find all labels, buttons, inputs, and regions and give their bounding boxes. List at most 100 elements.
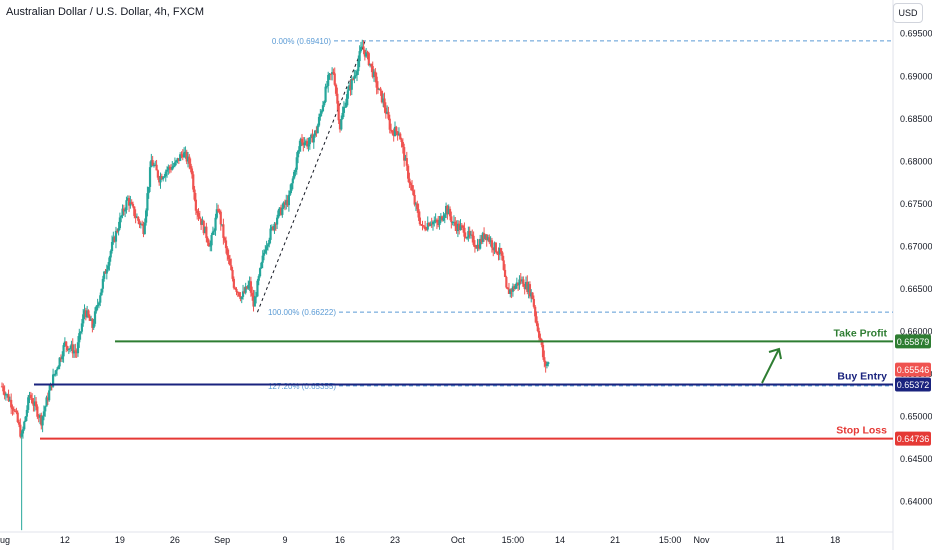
candle-body <box>304 141 308 143</box>
candle-body <box>450 216 453 223</box>
candle-body <box>126 198 129 201</box>
candle-body <box>290 183 293 191</box>
projection-arrow <box>761 348 780 384</box>
candle-body <box>281 207 284 215</box>
candle-body <box>59 357 63 360</box>
candle-body <box>430 223 433 225</box>
candle-body <box>316 125 319 134</box>
candle-body <box>104 271 107 274</box>
candle-body <box>173 162 177 166</box>
candle-body <box>323 101 326 106</box>
candle-body <box>463 227 466 237</box>
candle-body <box>135 217 139 219</box>
candle-body <box>55 369 59 371</box>
candle-body <box>481 233 484 243</box>
candle-body <box>131 203 135 207</box>
candle-body <box>531 292 534 299</box>
candle-body <box>220 224 224 226</box>
candle-body <box>268 239 271 245</box>
candle-body <box>69 348 72 350</box>
candle-body <box>345 98 348 107</box>
level-label: Take Profit <box>834 327 888 339</box>
candle-body <box>452 221 456 223</box>
candle-body <box>434 219 437 222</box>
candle-body <box>139 223 142 225</box>
candle-body <box>10 399 13 408</box>
level-price-tag-bg <box>895 431 931 446</box>
candle-body <box>387 111 390 119</box>
candle-body <box>201 220 204 225</box>
candle-body <box>340 119 343 130</box>
candle-body <box>118 217 121 229</box>
candle-body <box>266 244 270 247</box>
candle-body <box>348 85 351 91</box>
candle-body <box>28 394 31 398</box>
candle-body <box>114 230 118 242</box>
candle-body <box>8 399 11 401</box>
candle-body <box>3 391 6 396</box>
candle-body <box>177 158 180 161</box>
candle-body <box>467 231 470 238</box>
candle-body <box>181 154 184 158</box>
candle-body <box>382 98 385 103</box>
candle-body <box>42 411 46 417</box>
candle-body <box>15 410 18 413</box>
x-tick-label: 15:00 <box>502 535 525 545</box>
candle-body <box>217 209 220 211</box>
candle-body <box>256 280 259 297</box>
candle-body <box>523 286 526 290</box>
current-price-tag: 0.65546 <box>897 365 930 375</box>
candle-body <box>317 116 321 126</box>
level-label: Stop Loss <box>836 425 887 437</box>
candle-body <box>293 171 296 179</box>
candle-body <box>291 178 294 184</box>
currency-button[interactable]: USD <box>893 3 923 23</box>
candle-body <box>358 51 361 62</box>
candle-body <box>155 164 158 171</box>
candle-body <box>105 269 108 274</box>
candle-body <box>416 203 419 210</box>
candle-body <box>176 158 179 161</box>
candle-body <box>397 133 401 136</box>
candle-body <box>163 176 166 178</box>
candle-body <box>110 241 114 251</box>
candle-body <box>547 362 550 365</box>
candle-body <box>286 200 289 206</box>
candle-body <box>116 230 119 232</box>
candle-body <box>425 229 428 231</box>
candle-body <box>520 279 524 282</box>
candle-body <box>396 131 399 136</box>
candle-body <box>66 346 69 350</box>
candle-body <box>34 401 38 407</box>
candle-body <box>384 107 387 114</box>
candle-body <box>86 310 89 318</box>
candle-body <box>29 394 32 399</box>
candle-body <box>502 260 505 270</box>
candle-body <box>0 386 4 388</box>
candle-body <box>315 130 318 134</box>
candle-body <box>300 138 304 143</box>
candle-body <box>84 310 87 318</box>
candle-body <box>258 268 262 277</box>
candle-body <box>158 177 161 183</box>
candle-body <box>535 316 538 324</box>
candle-body <box>49 383 52 391</box>
candle-body <box>124 210 127 212</box>
level-price-tag-bg <box>895 377 931 392</box>
candle-body <box>279 207 283 215</box>
candle-body <box>404 158 407 161</box>
candle-body <box>460 225 463 227</box>
candle-body <box>482 233 486 239</box>
candle-body <box>492 247 495 251</box>
candle-body <box>270 226 273 229</box>
candle-body <box>188 156 191 164</box>
candle-body <box>230 265 233 270</box>
candle-body <box>232 278 235 288</box>
candle-body <box>202 220 205 234</box>
candle-body <box>154 164 157 166</box>
candle-body <box>96 304 99 307</box>
candle-body <box>33 401 36 406</box>
candle-body <box>71 344 74 354</box>
x-tick-label: 11 <box>775 535 784 545</box>
